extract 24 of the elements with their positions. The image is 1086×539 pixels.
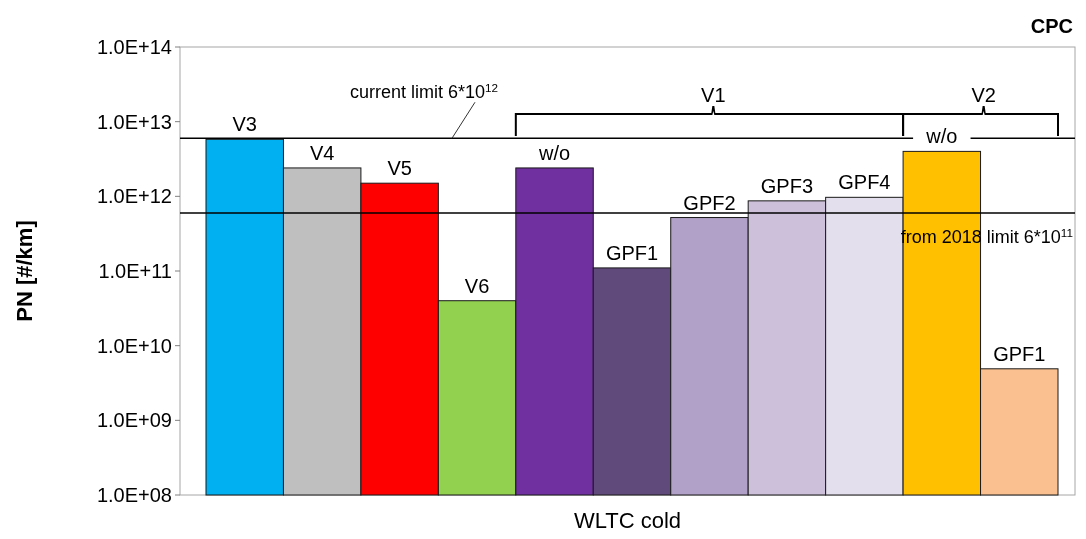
x-tick-label: V6	[464, 274, 490, 297]
x-axis-title: WLTC cold	[573, 508, 682, 533]
x-tick-label: GPF1	[605, 241, 659, 264]
x-tick-label: GPF2	[683, 191, 736, 214]
x-tick-label: w/o	[537, 141, 571, 164]
x-tick-label: GPF3	[760, 174, 814, 197]
annotation: V1	[701, 84, 726, 106]
y-tick-label: 1.0E+14	[96, 36, 172, 58]
x-tick-label: w/o	[925, 125, 958, 148]
y-tick-label: 1.0E+09	[96, 409, 172, 432]
y-tick-label: 1.0E+08	[96, 484, 172, 506]
y-tick-label: 1.0E+12	[96, 185, 172, 208]
y-tick-label: 1.0E+10	[96, 334, 172, 357]
x-tick-label: V5	[387, 157, 412, 180]
x-tick-label: V4	[309, 141, 335, 164]
x-tick-label: GPF1	[993, 342, 1046, 365]
chart-title: CPC	[1030, 15, 1073, 37]
y-tick-label: 1.0E+13	[96, 110, 172, 133]
x-tick-label: GPF4	[838, 171, 891, 194]
annotation: V2	[971, 84, 996, 106]
y-axis-title: PN [#/km]	[12, 220, 37, 322]
ref-line-label: current limit 6*10$^{12}$	[350, 80, 499, 103]
x-tick-label: V3	[232, 113, 257, 136]
y-tick-label: 1.0E+11	[98, 260, 172, 282]
